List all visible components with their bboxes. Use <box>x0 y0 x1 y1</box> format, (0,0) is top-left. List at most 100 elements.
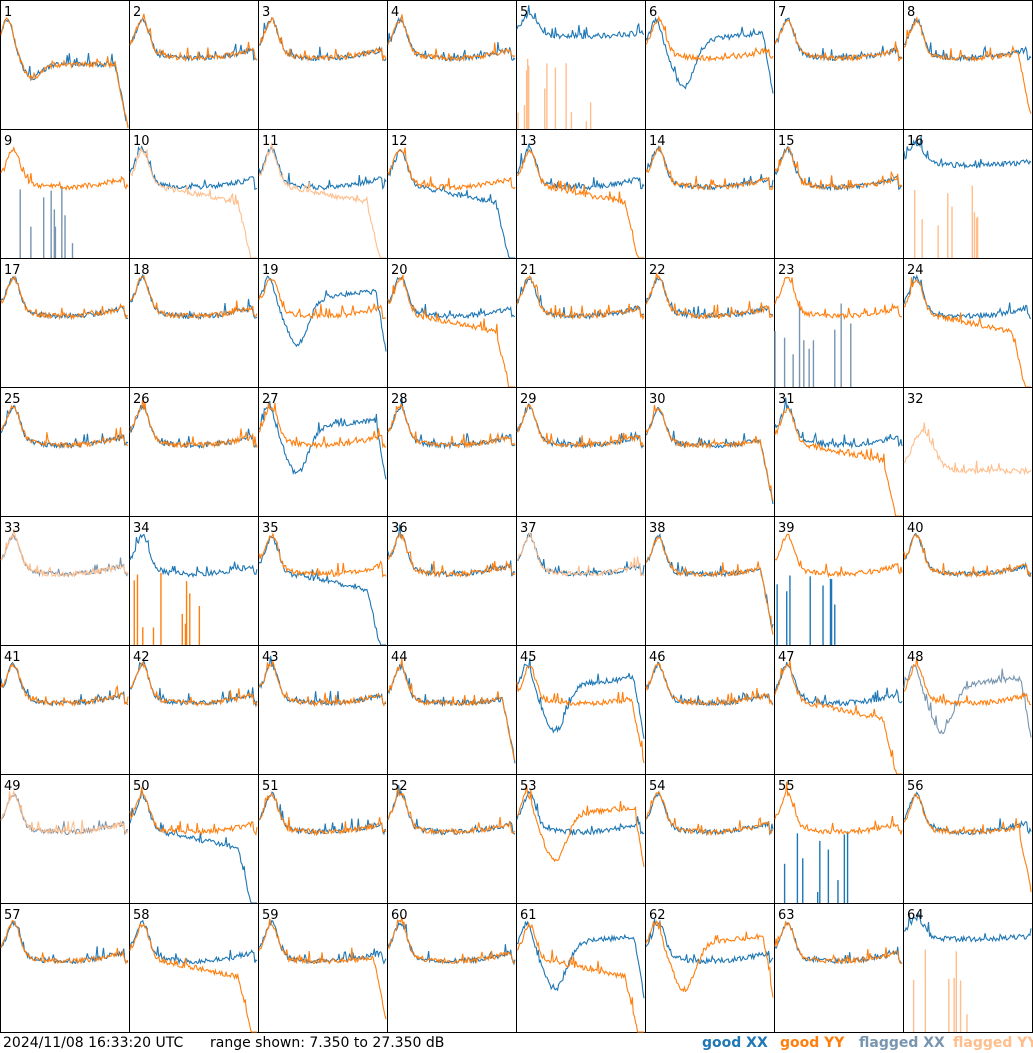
panel-32: 32 <box>903 387 1033 517</box>
panel-label: 37 <box>520 521 537 536</box>
yy-spectrum-line <box>645 146 774 191</box>
panel-frame <box>645 645 775 775</box>
panel-frame <box>645 0 775 130</box>
panel-9: 9 <box>0 129 130 259</box>
panel-frame <box>0 387 130 517</box>
panel-63: 63 <box>774 903 904 1033</box>
panel-frame <box>774 258 904 388</box>
panel-4: 4 <box>387 0 517 130</box>
panel-frame <box>903 774 1033 904</box>
panel-label: 60 <box>391 908 408 923</box>
xx-spectrum-line <box>387 663 516 764</box>
panel-label: 3 <box>262 5 270 20</box>
panel-33: 33 <box>0 516 130 646</box>
panel-frame <box>0 516 130 646</box>
panel-label: 22 <box>649 263 666 278</box>
panel-label: 62 <box>649 908 666 923</box>
panel-label: 46 <box>649 650 666 665</box>
xx-spectrum-line <box>645 533 774 629</box>
panel-label: 52 <box>391 779 408 794</box>
panel-50: 50 <box>129 774 259 904</box>
panel-30: 30 <box>645 387 775 517</box>
panel-6: 6 <box>645 0 775 130</box>
panel-label: 27 <box>262 392 279 407</box>
legend-flagged-xx: flagged XX <box>859 1035 945 1051</box>
panel-label: 26 <box>133 392 150 407</box>
xx-spectrum-line <box>516 532 645 578</box>
panel-17: 17 <box>0 258 130 388</box>
yy-spectrum-line <box>129 661 258 707</box>
panel-57: 57 <box>0 903 130 1033</box>
panel-label: 19 <box>262 263 279 278</box>
panel-label: 59 <box>262 908 279 923</box>
panel-label: 50 <box>133 779 150 794</box>
panel-label: 16 <box>907 134 924 149</box>
xx-spectrum-line <box>516 143 645 191</box>
panel-label: 58 <box>133 908 150 923</box>
panel-label: 9 <box>4 134 12 149</box>
yy-spectrum-line <box>0 17 129 129</box>
panel-12: 12 <box>387 129 517 259</box>
yy-spectrum-line <box>129 787 258 837</box>
xx-spectrum-line <box>645 918 774 965</box>
panel-label: 21 <box>520 263 537 278</box>
panel-label: 29 <box>520 392 537 407</box>
panel-1: 1 <box>0 0 130 130</box>
xx-spectrum-line <box>516 790 645 837</box>
panel-frame <box>387 903 517 1033</box>
panel-58: 58 <box>129 903 259 1033</box>
panel-frame <box>774 0 904 130</box>
yy-spectrum-line <box>258 278 387 320</box>
xx-spectrum-line <box>129 145 258 191</box>
panel-label: 45 <box>520 650 537 665</box>
yy-spectrum-line <box>258 402 387 450</box>
xx-spectrum-line <box>903 274 1032 320</box>
panel-frame <box>774 903 904 1033</box>
panel-frame <box>387 0 517 130</box>
panel-label: 38 <box>649 521 666 536</box>
yy-spectrum-line <box>774 781 903 836</box>
panel-22: 22 <box>645 258 775 388</box>
panel-frame <box>387 516 517 646</box>
panel-label: 33 <box>4 521 21 536</box>
panel-42: 42 <box>129 645 259 775</box>
panel-34: 34 <box>129 516 259 646</box>
yy-spectrum-line <box>387 403 516 449</box>
panel-frame <box>516 516 646 646</box>
panel-label: 31 <box>778 392 795 407</box>
panel-label: 2 <box>133 5 141 20</box>
panel-frame <box>903 387 1033 517</box>
yy-spectrum-line <box>516 403 645 449</box>
xx-spectrum-line <box>516 5 645 40</box>
panel-2: 2 <box>129 0 259 130</box>
panel-label: 55 <box>778 779 795 794</box>
yy-spectrum-line <box>645 920 774 998</box>
yy-spectrum-line <box>774 659 902 775</box>
panel-label: 40 <box>907 521 924 536</box>
panel-frame <box>129 516 259 646</box>
range-label: range shown: 7.350 to 27.350 dB <box>210 1035 445 1051</box>
panel-frame <box>516 645 646 775</box>
panel-frame <box>516 0 646 130</box>
panel-label: 43 <box>262 650 279 665</box>
panel-frame <box>258 0 388 130</box>
panel-label: 15 <box>778 134 795 149</box>
panel-label: 18 <box>133 263 150 278</box>
yy-spectrum-line <box>774 921 903 965</box>
panel-51: 51 <box>258 774 388 904</box>
panel-label: 8 <box>907 5 915 20</box>
panel-28: 28 <box>387 387 517 517</box>
yy-spectrum-line <box>516 665 645 764</box>
panel-label: 25 <box>4 392 21 407</box>
panel-20: 20 <box>387 258 517 388</box>
panel-label: 12 <box>391 134 408 149</box>
panel-41: 41 <box>0 645 130 775</box>
xx-spectrum-line <box>129 789 257 904</box>
yy-spectrum-line <box>903 657 1032 708</box>
yy-spectrum-line <box>774 276 903 321</box>
panel-label: 10 <box>133 134 150 149</box>
panel-frame <box>645 129 775 259</box>
panel-frame <box>774 516 904 646</box>
panel-label: 17 <box>4 263 21 278</box>
